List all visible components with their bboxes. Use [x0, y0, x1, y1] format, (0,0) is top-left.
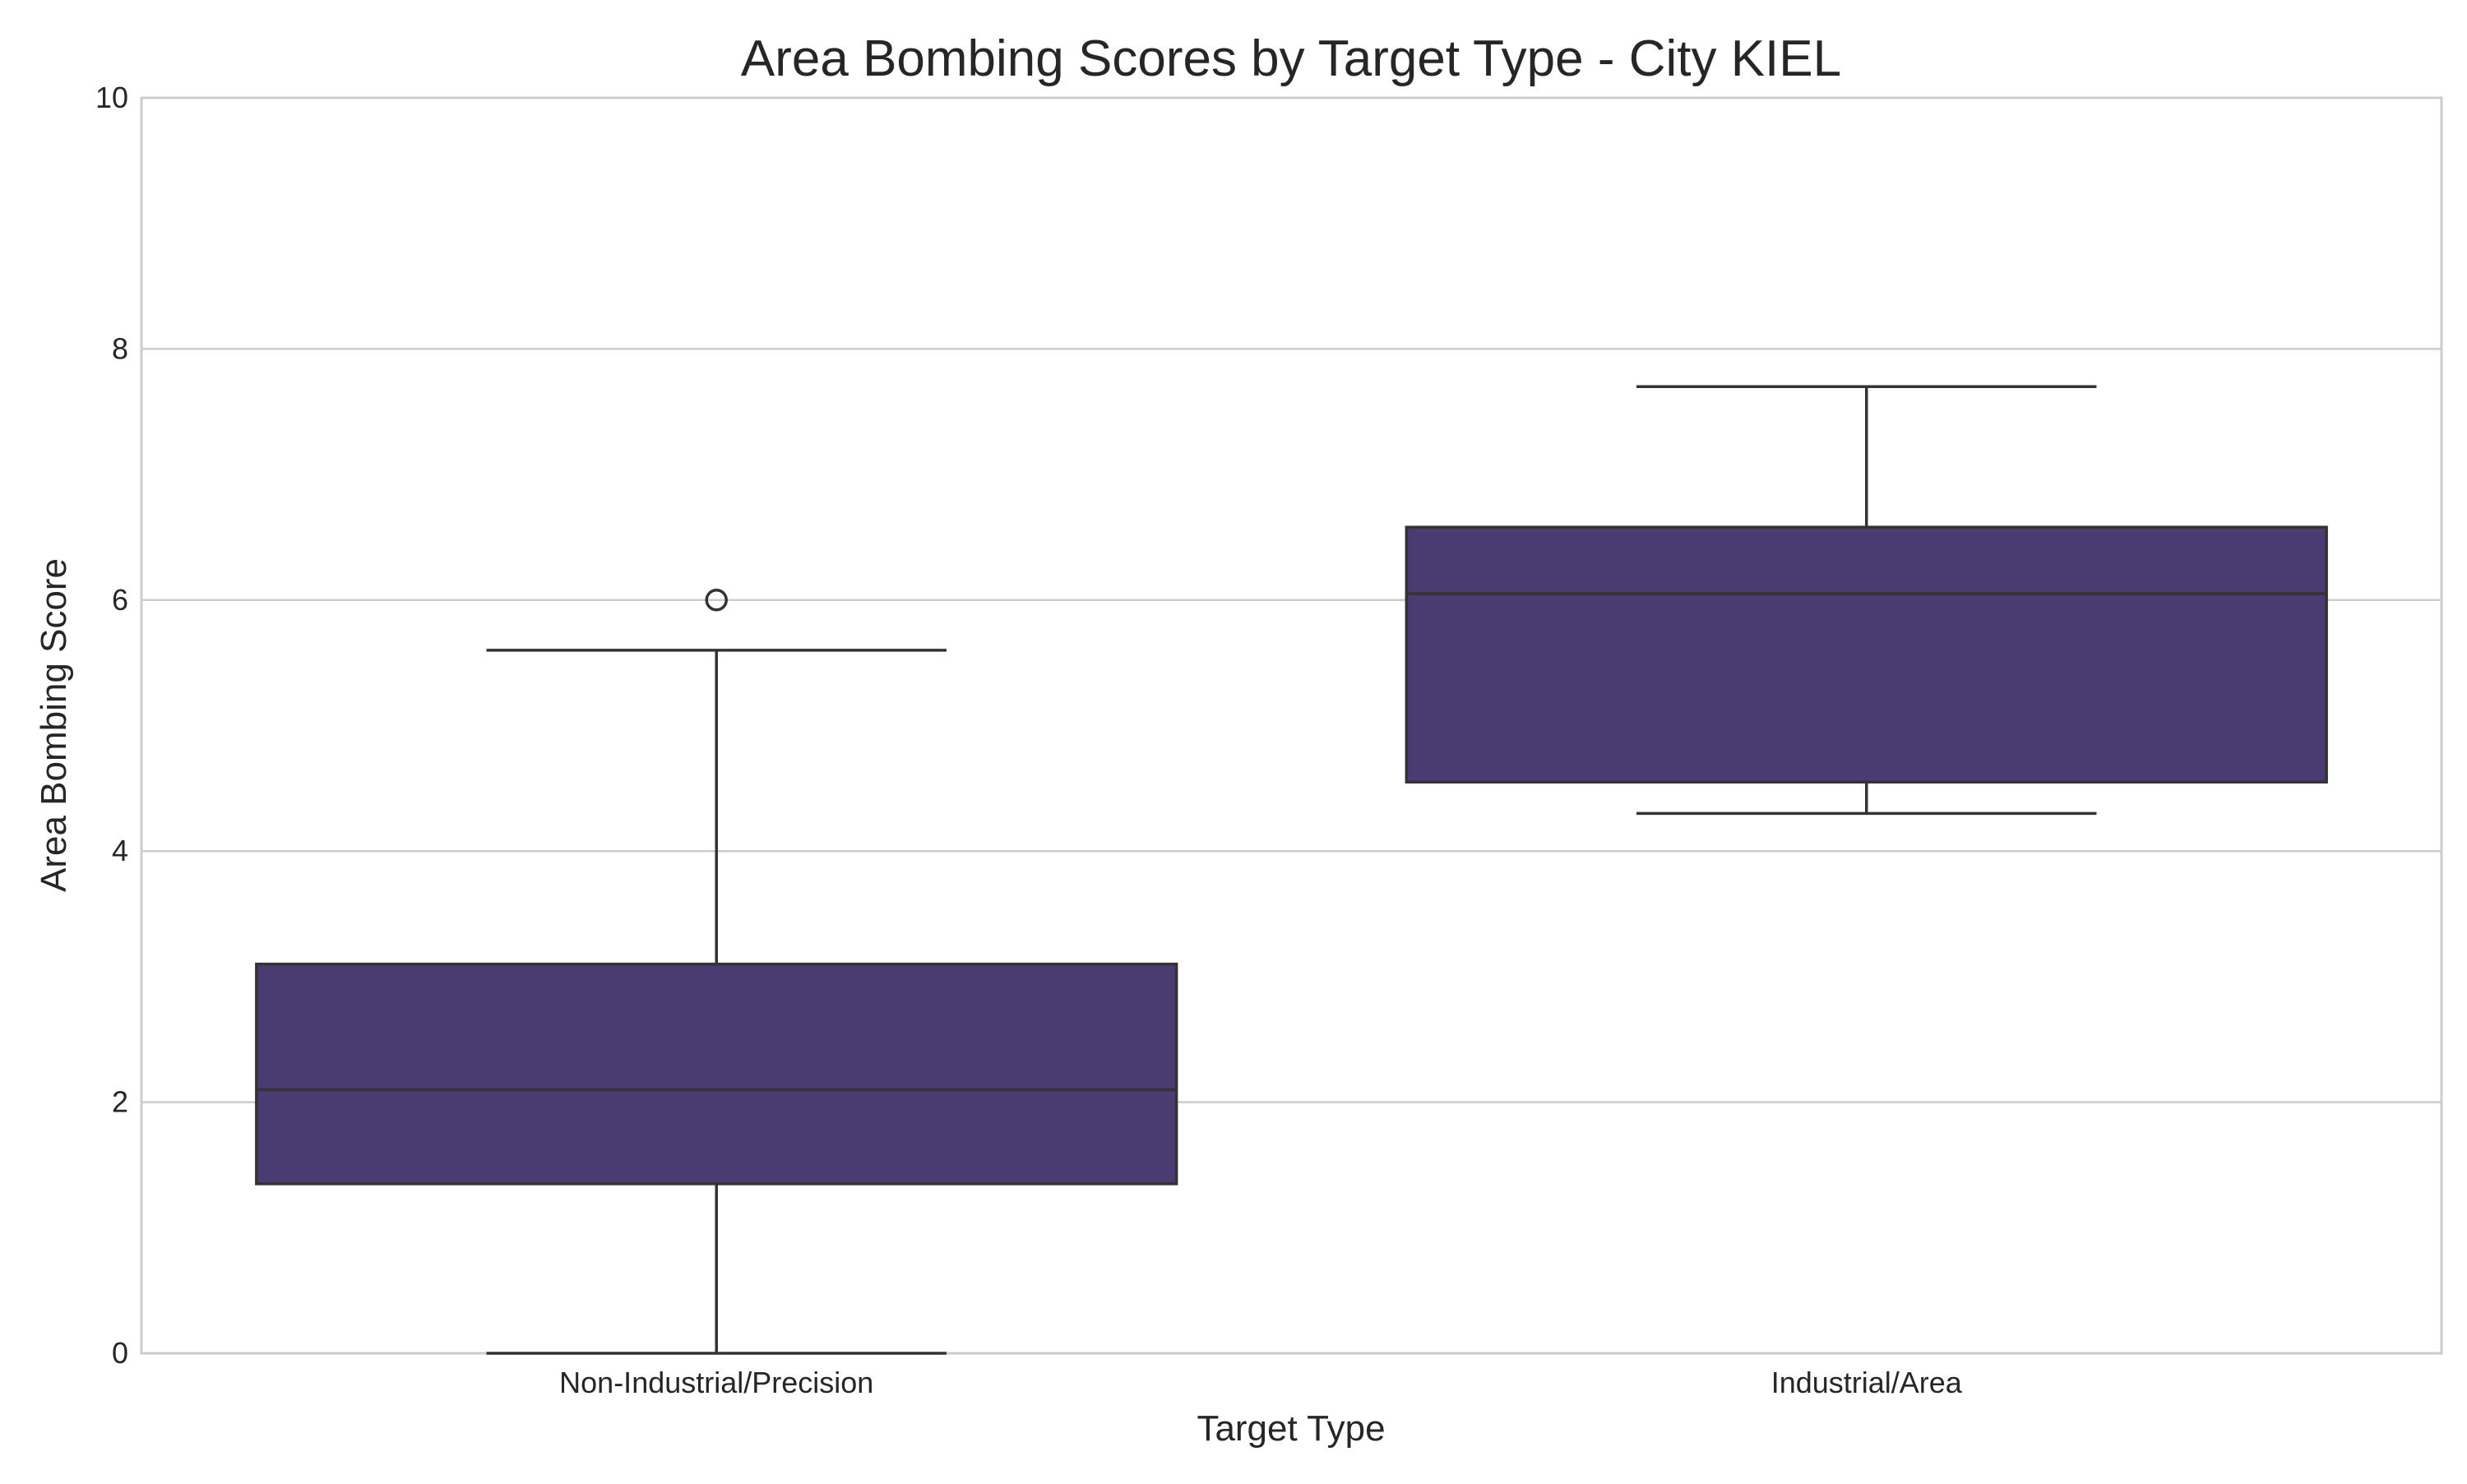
- y-tick-label: 4: [112, 834, 128, 867]
- chart-title: Area Bombing Scores by Target Type - Cit…: [741, 30, 1841, 87]
- plot-frame: [140, 96, 2443, 1355]
- iqr-box: [1405, 525, 2328, 784]
- y-tick-label: 0: [112, 1336, 128, 1370]
- box-group: [255, 589, 1178, 1355]
- iqr-box: [255, 962, 1178, 1186]
- x-tick-labels: Non-Industrial/Precision Industrial/Area: [559, 1366, 1963, 1399]
- box-group: [1405, 385, 2328, 816]
- x-tick-label: Non-Industrial/Precision: [559, 1366, 873, 1399]
- y-tick-label: 8: [112, 331, 128, 365]
- grid-lines: [141, 348, 2442, 1103]
- y-tick-labels: 0 2 4 6 8 10: [95, 81, 128, 1370]
- x-tick-label: Industrial/Area: [1771, 1366, 1963, 1399]
- boxes-layer: [255, 385, 2328, 1355]
- x-axis-label: Target Type: [1196, 1408, 1385, 1449]
- y-tick-label: 2: [112, 1085, 128, 1119]
- y-tick-label: 10: [95, 81, 128, 114]
- y-tick-label: 6: [112, 583, 128, 617]
- y-axis-label: Area Bombing Score: [34, 558, 74, 892]
- outlier-point: [705, 589, 728, 612]
